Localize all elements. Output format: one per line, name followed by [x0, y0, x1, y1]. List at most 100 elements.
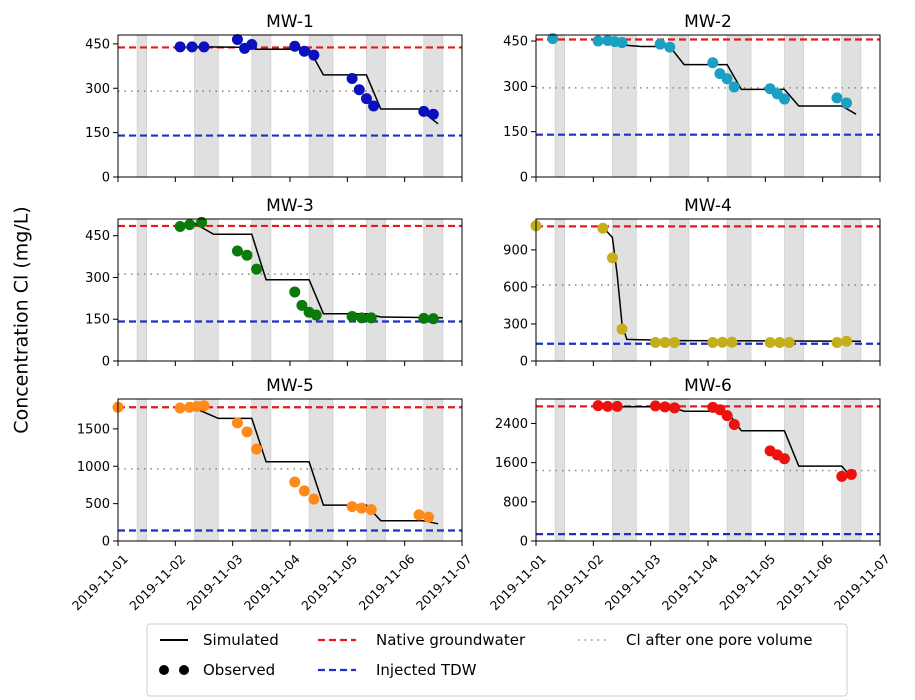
- observed-point: [413, 509, 425, 521]
- observed-point: [186, 41, 198, 53]
- observed-point: [427, 108, 439, 120]
- observed-point: [592, 400, 604, 412]
- legend-injected-label: Injected TDW: [376, 661, 477, 679]
- y-tick-label: 0: [520, 355, 528, 370]
- observed-point: [418, 105, 430, 117]
- observed-point: [365, 504, 377, 516]
- y-tick-label: 1000: [77, 460, 110, 475]
- observed-point: [841, 335, 853, 347]
- observed-point: [346, 310, 358, 322]
- shaded-interval: [366, 218, 386, 362]
- observed-point: [728, 81, 740, 93]
- shaded-interval: [136, 398, 147, 542]
- observed-point: [298, 45, 310, 57]
- legend-pore-label: Cl after one pore volume: [626, 631, 812, 649]
- panel-mw-2: MW-2 0 150 300 450: [503, 12, 881, 186]
- observed-point: [360, 93, 372, 105]
- y-tick-label: 0: [102, 171, 110, 186]
- panel-mw-4: MW-4 0 300 600 900: [503, 196, 881, 370]
- shaded-interval: [194, 218, 219, 362]
- observed-point: [198, 41, 210, 53]
- observed-point: [231, 33, 243, 45]
- observed-point: [654, 38, 666, 50]
- y-tick-label: 0: [102, 535, 110, 550]
- x-tick-label: 2019-11-06: [356, 551, 418, 613]
- observed-point: [308, 49, 320, 61]
- panel-title: MW-4: [684, 196, 732, 216]
- panel-mw-6: MW-6 0 800 1600 2400: [495, 376, 881, 550]
- observed-point: [547, 33, 559, 45]
- observed-point: [831, 336, 843, 348]
- panel-mw-1: MW-1 0 150 300 450: [85, 12, 463, 186]
- shaded-interval: [423, 218, 444, 362]
- y-tick-label: 2400: [495, 417, 528, 432]
- observed-point: [310, 309, 322, 321]
- x-tick-label: 2019-11-07: [413, 551, 475, 613]
- shaded-interval: [423, 34, 444, 178]
- legend-observed-marker-1: [159, 665, 169, 675]
- observed-point: [289, 476, 301, 488]
- panel-title: MW-6: [684, 376, 732, 396]
- observed-point: [231, 245, 243, 257]
- x-tick-label: 2019-11-01: [69, 551, 131, 613]
- observed-point: [664, 41, 676, 53]
- shaded-interval: [194, 34, 219, 178]
- x-tick-label: 2019-11-04: [659, 551, 721, 613]
- shaded-interval: [554, 218, 565, 362]
- x-tick-label: 2019-11-02: [126, 551, 188, 613]
- observed-point: [231, 417, 243, 429]
- y-tick-label: 450: [503, 35, 528, 50]
- y-tick-label: 1500: [77, 422, 110, 437]
- observed-point: [728, 418, 740, 430]
- observed-point: [346, 72, 358, 84]
- observed-point: [198, 400, 210, 412]
- observed-point: [778, 93, 790, 105]
- legend-box: [146, 623, 848, 697]
- observed-point: [365, 312, 377, 324]
- observed-point: [184, 219, 196, 231]
- observed-point: [721, 73, 733, 85]
- observed-point: [649, 336, 661, 348]
- observed-point: [778, 453, 790, 465]
- shaded-interval: [251, 218, 272, 362]
- observed-point: [845, 468, 857, 480]
- y-tick-label: 0: [520, 171, 528, 186]
- observed-point: [831, 92, 843, 104]
- legend-observed-marker-2: [179, 665, 189, 675]
- y-tick-label: 600: [503, 280, 528, 295]
- panel-title: MW-3: [266, 196, 314, 216]
- observed-point: [423, 511, 435, 523]
- legend-native-label: Native groundwater: [376, 631, 526, 649]
- observed-point: [836, 470, 848, 482]
- shaded-interval: [194, 398, 219, 542]
- panel-mw-5: MW-5 0 500 1000 1500: [77, 376, 463, 550]
- plot-frame: [117, 398, 463, 542]
- observed-point: [716, 336, 728, 348]
- observed-point: [368, 100, 380, 112]
- y-axis-label: Concentration Cl (mg/L): [11, 206, 33, 433]
- x-tick-label: 2019-11-03: [184, 551, 246, 613]
- observed-point: [241, 426, 253, 438]
- shaded-interval: [612, 398, 637, 542]
- observed-point: [611, 400, 623, 412]
- y-tick-label: 300: [85, 82, 110, 97]
- legend-observed-label: Observed: [203, 661, 275, 679]
- x-tick-label: 2019-11-05: [716, 551, 778, 613]
- x-tick-label: 2019-11-04: [241, 551, 303, 613]
- observed-point: [602, 400, 614, 412]
- observed-point: [353, 84, 365, 96]
- y-tick-label: 300: [85, 271, 110, 286]
- observed-point: [174, 41, 186, 53]
- observed-point: [246, 38, 258, 50]
- y-tick-label: 0: [102, 355, 110, 370]
- observed-point: [251, 263, 263, 275]
- x-axis-tick-labels: 2019-11-012019-11-022019-11-032019-11-04…: [69, 551, 893, 613]
- observed-point: [721, 410, 733, 422]
- observed-point: [597, 222, 609, 234]
- shaded-interval: [136, 218, 147, 362]
- chart-panels: MW-1 0 150 300 450 MW-2 0 150 300 450 MW-3 0 150 300 4…: [77, 12, 881, 550]
- observed-point: [296, 299, 308, 311]
- y-tick-label: 150: [503, 125, 528, 140]
- observed-point: [669, 402, 681, 414]
- y-tick-label: 1600: [495, 456, 528, 471]
